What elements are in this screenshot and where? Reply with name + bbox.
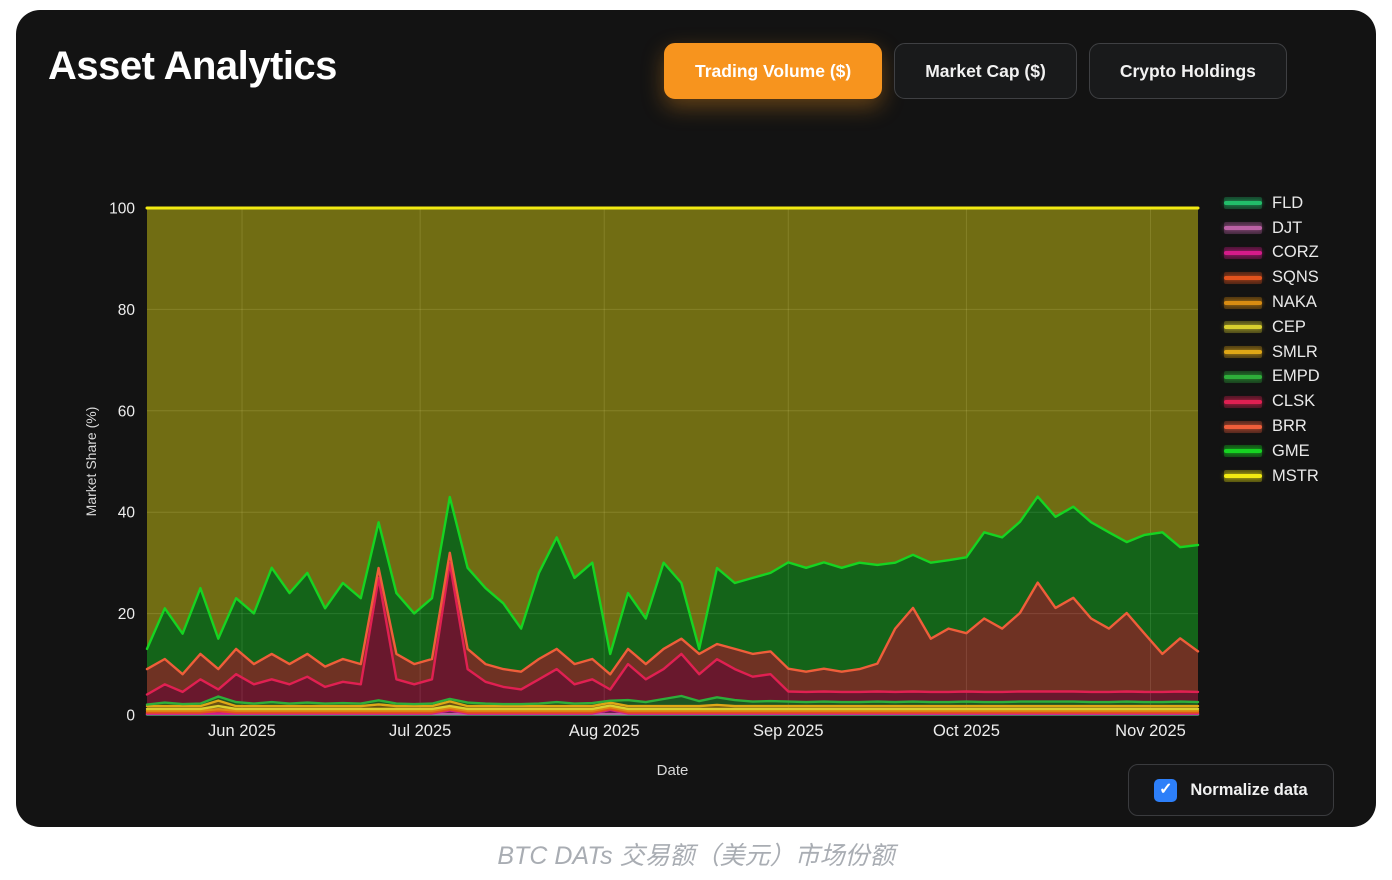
tab-crypto-holdings[interactable]: Crypto Holdings — [1088, 43, 1287, 99]
x-tick-label: Nov 2025 — [1115, 722, 1186, 740]
legend-swatch-icon — [1224, 246, 1262, 259]
legend-swatch-icon — [1224, 420, 1262, 433]
normalize-checkbox[interactable] — [1154, 778, 1178, 802]
y-tick-label: 0 — [126, 708, 135, 725]
y-tick-label: 40 — [118, 505, 136, 522]
legend-swatch-icon — [1224, 321, 1262, 334]
x-tick-label: Jun 2025 — [208, 722, 276, 740]
legend-swatch-icon — [1224, 296, 1262, 309]
line-CEP — [145, 704, 1200, 711]
x-tick-label: Sep 2025 — [753, 722, 824, 740]
line-SQNS — [145, 707, 1200, 714]
normalize-label: Normalize data — [1190, 780, 1308, 799]
legend-swatch-icon — [1224, 271, 1262, 284]
y-tick-label: 100 — [109, 201, 135, 218]
x-tick-label: Jul 2025 — [389, 722, 451, 740]
legend-item-DJT[interactable]: DJT — [1224, 216, 1320, 241]
legend-label: MSTR — [1272, 466, 1319, 485]
legend-label: NAKA — [1272, 293, 1317, 312]
legend-swatch-icon — [1224, 370, 1262, 383]
analytics-panel: Asset Analytics Trading Volume ($) Marke… — [16, 10, 1376, 827]
tab-market-cap[interactable]: Market Cap ($) — [894, 43, 1077, 99]
x-tick-label: Aug 2025 — [569, 722, 640, 740]
legend-item-GME[interactable]: GME — [1224, 439, 1320, 464]
legend-label: GME — [1272, 441, 1310, 460]
tab-group: Trading Volume ($) Market Cap ($) Crypto… — [664, 43, 1287, 99]
chart-legend: FLD DJT CORZ SQNS NAKA CEP SMLR EMPD CLSK BRR GME M… — [1224, 191, 1320, 489]
normalize-data-control: Normalize data — [1128, 764, 1334, 816]
legend-label: CEP — [1272, 317, 1306, 336]
line-SMLR — [145, 699, 1200, 708]
stacked-area-chart[interactable]: 0 20 40 60 80 100 Jun 2025 Jul 2025 Aug 2025 Sep … — [56, 170, 1216, 790]
area-EMPD — [147, 696, 1198, 707]
legend-item-CLSK[interactable]: CLSK — [1224, 389, 1320, 414]
legend-swatch-icon — [1224, 197, 1262, 210]
legend-item-NAKA[interactable]: NAKA — [1224, 290, 1320, 315]
legend-item-CORZ[interactable]: CORZ — [1224, 241, 1320, 266]
legend-label: DJT — [1272, 218, 1303, 237]
chart-caption: BTC DATs 交易额（美元）市场份额 — [497, 842, 895, 870]
area-MSTR — [147, 208, 1198, 654]
legend-item-SQNS[interactable]: SQNS — [1224, 265, 1320, 290]
legend-swatch-icon — [1224, 395, 1262, 408]
legend-swatch-icon — [1224, 445, 1262, 458]
tab-trading-volume[interactable]: Trading Volume ($) — [664, 43, 883, 99]
line-CLSK — [145, 561, 1200, 696]
area-CLSK — [147, 563, 1198, 705]
y-tick-label: 20 — [118, 606, 136, 623]
legend-item-BRR[interactable]: BRR — [1224, 414, 1320, 439]
area-GME — [147, 496, 1198, 675]
page-title: Asset Analytics — [48, 44, 337, 88]
y-axis-title: Market Share (%) — [83, 407, 99, 517]
y-tick-label: 80 — [118, 302, 136, 319]
legend-label: FLD — [1272, 193, 1304, 212]
legend-swatch-icon — [1224, 222, 1262, 235]
area-BRR — [147, 552, 1198, 695]
legend-label: CORZ — [1272, 243, 1319, 262]
legend-item-EMPD[interactable]: EMPD — [1224, 365, 1320, 390]
legend-label: CLSK — [1272, 392, 1316, 411]
legend-item-SMLR[interactable]: SMLR — [1224, 340, 1320, 365]
x-tick-label: Oct 2025 — [933, 722, 1000, 740]
legend-item-MSTR[interactable]: MSTR — [1224, 464, 1320, 489]
line-NAKA — [145, 706, 1200, 712]
legend-swatch-icon — [1224, 346, 1262, 359]
x-axis-title: Date — [657, 762, 689, 779]
legend-item-CEP[interactable]: CEP — [1224, 315, 1320, 340]
line-GME — [145, 495, 1200, 656]
legend-item-FLD[interactable]: FLD — [1224, 191, 1320, 216]
legend-label: BRR — [1272, 417, 1307, 436]
legend-label: SMLR — [1272, 342, 1318, 361]
legend-swatch-icon — [1224, 470, 1262, 483]
line-EMPD — [145, 694, 1200, 706]
legend-label: EMPD — [1272, 367, 1320, 386]
line-BRR — [145, 551, 1200, 676]
legend-label: SQNS — [1272, 268, 1319, 287]
y-tick-label: 60 — [118, 403, 136, 420]
